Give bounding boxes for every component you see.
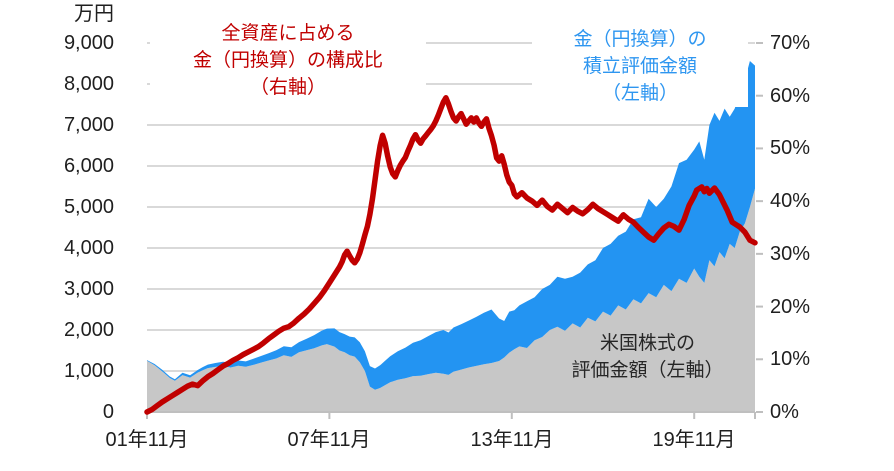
gold-value-annotation-line: （左軸） [601, 83, 678, 104]
right-axis-tick: 10% [770, 348, 811, 370]
left-axis-tick: 2,000 [63, 319, 114, 341]
right-axis-tick: 20% [770, 296, 811, 318]
gold-ratio-annotation-line: （右軸） [249, 77, 326, 98]
gold-ratio-annotation: 全資産に占める 金（円換算）の構成比 （右軸） [150, 20, 426, 101]
right-axis-tick: 70% [770, 32, 811, 54]
gold-value-annotation-line: 積立評価金額 [582, 56, 697, 77]
gold-value-area [147, 61, 755, 390]
gold-ratio-annotation-line: 金（円換算）の構成比 [192, 50, 383, 71]
x-axis-tick: 07年11月 [287, 429, 371, 451]
us-stocks-annotation: 米国株式の 評価金額（左軸） [520, 330, 775, 384]
right-axis-tick: 0% [770, 401, 799, 423]
gold-value-annotation: 金（円換算）の 積立評価金額 （左軸） [532, 26, 748, 107]
gold-ratio-annotation-line: 全資産に占める [221, 23, 355, 44]
left-axis-tick: 5,000 [63, 196, 114, 218]
x-axis-tick: 13年11月 [470, 429, 554, 451]
left-axis-tick: 4,000 [63, 237, 114, 259]
right-axis-tick: 60% [770, 85, 811, 107]
left-axis-unit-label: 万円 [74, 3, 114, 25]
left-axis-tick: 9,000 [63, 32, 114, 54]
left-axis-tick: 8,000 [63, 73, 114, 95]
gold-value-annotation-line: 金（円換算）の [573, 29, 707, 50]
left-axis-tick: 7,000 [63, 114, 114, 136]
left-axis-tick: 6,000 [63, 155, 114, 177]
right-axis-tick: 50% [770, 137, 811, 159]
x-axis-tick: 19年11月 [652, 429, 736, 451]
us-stocks-annotation-line: 評価金額（左軸） [571, 360, 724, 381]
right-axis-tick: 30% [770, 243, 811, 265]
x-axis-tick: 01年11月 [105, 429, 189, 451]
left-axis-tick: 0 [102, 401, 114, 423]
us-stocks-annotation-line: 米国株式の [599, 333, 695, 354]
left-axis-tick: 1,000 [63, 360, 114, 382]
left-axis-tick: 3,000 [63, 278, 114, 300]
us-stocks-area [147, 188, 755, 412]
right-axis-tick: 40% [770, 190, 811, 212]
gold-ratio-line [144, 95, 758, 415]
